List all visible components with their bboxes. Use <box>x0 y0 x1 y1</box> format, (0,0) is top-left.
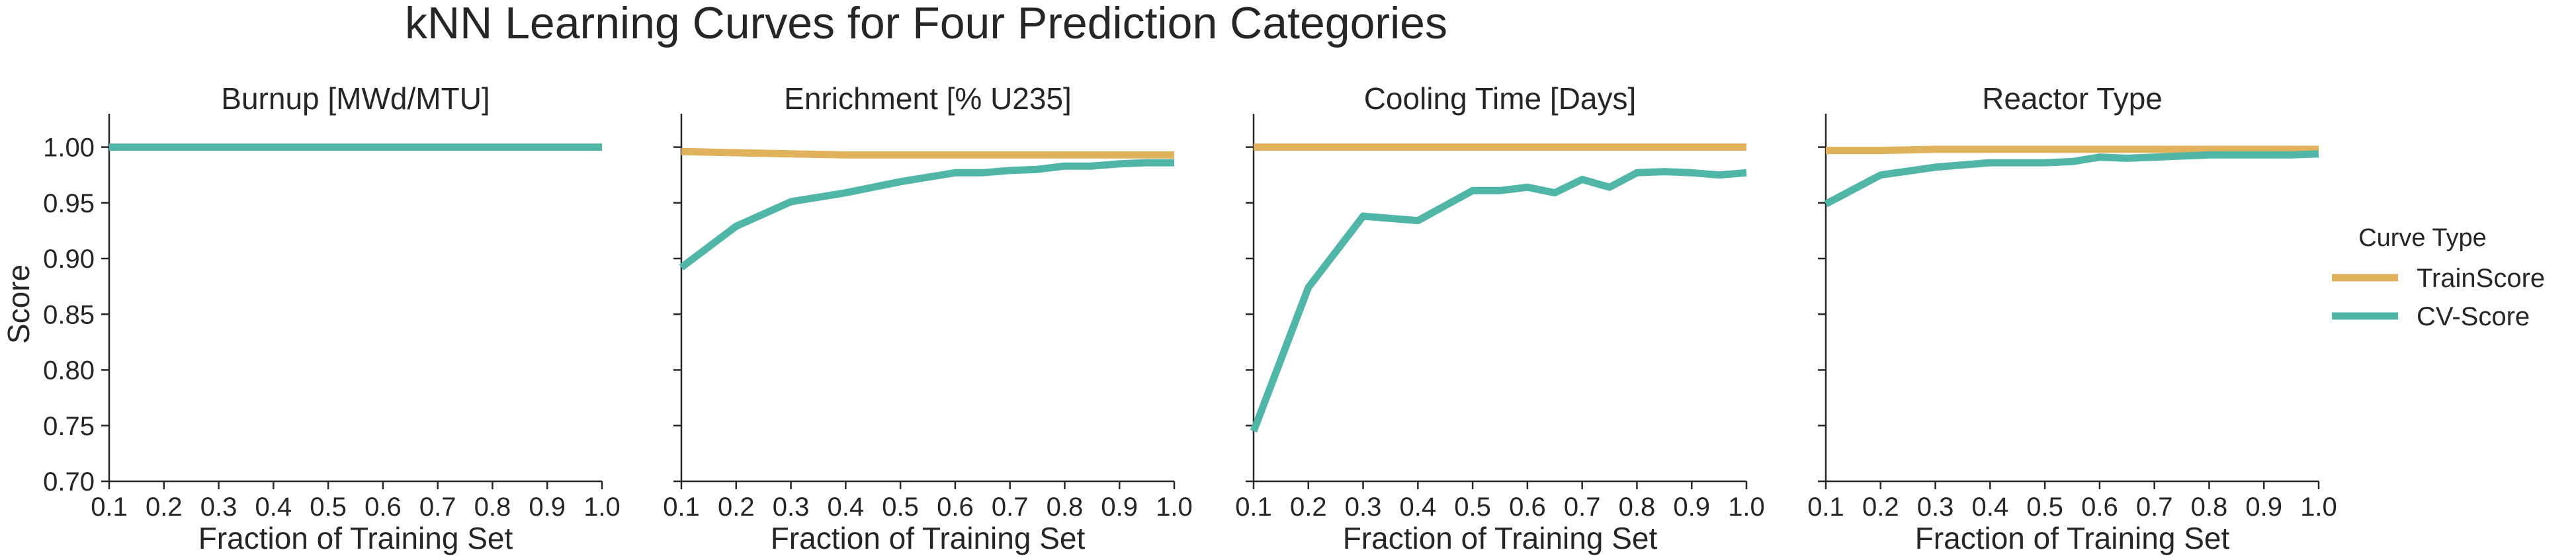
x-tick-label: 0.5 <box>310 493 347 522</box>
x-tick-label: 0.7 <box>419 493 456 522</box>
y-tick-label: 0.70 <box>43 467 95 497</box>
x-tick-label: 0.4 <box>1400 493 1437 522</box>
y-tick-label: 0.80 <box>43 356 95 385</box>
panel-4: Reactor Type 0.1 0.2 0.3 0.4 0.5 0.6 0.7 0.8 0.9 1… <box>1807 81 2337 555</box>
legend-title: Curve Type <box>2358 224 2487 252</box>
x-tick-label: 0.3 <box>1345 493 1382 522</box>
x-tick-label: 0.2 <box>146 493 183 522</box>
series-line-trainscore <box>1826 145 2319 155</box>
x-tick-label: 1.0 <box>2300 493 2337 522</box>
x-axis-label: Fraction of Training Set <box>198 521 513 555</box>
x-tick-label: 0.2 <box>1290 493 1327 522</box>
x-tick-label: 0.7 <box>992 493 1029 522</box>
panel-title: Enrichment [% U235] <box>784 81 1072 116</box>
panel-title: Reactor Type <box>1982 81 2163 116</box>
series-line-cv-score <box>1250 168 1747 433</box>
x-tick-label: 0.8 <box>474 493 511 522</box>
x-tick-label: 0.5 <box>882 493 919 522</box>
legend-entry-label: TrainScore <box>2417 264 2545 293</box>
y-tick-label: 0.75 <box>43 412 95 441</box>
x-tick-label: 0.2 <box>1862 493 1899 522</box>
x-tick-label: 0.3 <box>200 493 237 522</box>
x-tick-label: 1.0 <box>1728 493 1765 522</box>
x-tick-label: 0.7 <box>1564 493 1601 522</box>
y-tick-label: 0.85 <box>43 300 95 329</box>
x-axis-label: Fraction of Training Set <box>1915 521 2230 555</box>
y-tick-label: 0.90 <box>43 245 95 274</box>
x-tick-label: 0.4 <box>255 493 292 522</box>
x-tick-label: 0.8 <box>1047 493 1084 522</box>
x-tick-label: 0.9 <box>1101 493 1138 522</box>
x-tick-label: 0.6 <box>365 493 402 522</box>
x-tick-label: 0.8 <box>2191 493 2228 522</box>
x-tick-label: 0.3 <box>773 493 810 522</box>
panels-group: Burnup [MWd/MTU] 0.70 0.75 0.80 0.85 0.90 0.95… <box>43 81 2337 555</box>
y-axis-label: Score <box>1 264 36 344</box>
chart-title: kNN Learning Curves for Four Prediction … <box>405 0 1447 48</box>
legend-entry-label: CV-Score <box>2417 302 2530 331</box>
legend: Curve Type TrainScore CV-Score <box>2332 224 2545 331</box>
x-tick-label: 0.4 <box>828 493 865 522</box>
x-tick-label: 0.1 <box>1235 493 1272 522</box>
x-tick-label: 0.6 <box>1509 493 1546 522</box>
panel-2: Enrichment [% U235] 0.1 0.2 0.3 0.4 0.5 0.6 0.7… <box>663 81 1193 555</box>
x-tick-label: 0.8 <box>1619 493 1656 522</box>
x-tick-label: 0.9 <box>529 493 566 522</box>
x-tick-label: 0.5 <box>1454 493 1491 522</box>
x-axis-label: Fraction of Training Set <box>771 521 1086 555</box>
x-tick-label: 0.5 <box>2026 493 2063 522</box>
x-tick-label: 0.7 <box>2136 493 2173 522</box>
x-tick-label: 0.3 <box>1917 493 1954 522</box>
x-tick-label: 0.9 <box>1673 493 1710 522</box>
series-line-trainscore <box>681 147 1174 159</box>
x-tick-label: 0.6 <box>2081 493 2118 522</box>
x-tick-label: 0.1 <box>1807 493 1844 522</box>
x-tick-label: 0.4 <box>1972 493 2009 522</box>
x-tick-label: 1.0 <box>1156 493 1193 522</box>
y-tick-label: 0.95 <box>43 189 95 218</box>
y-tick-label: 1.00 <box>43 134 95 163</box>
x-tick-label: 0.1 <box>91 493 128 522</box>
panel-title: Cooling Time [Days] <box>1364 81 1637 116</box>
x-tick-label: 0.2 <box>718 493 755 522</box>
panel-1: Burnup [MWd/MTU] 0.70 0.75 0.80 0.85 0.90 0.95… <box>43 81 621 555</box>
series-line-cv-score <box>679 159 1174 270</box>
x-tick-label: 1.0 <box>583 493 621 522</box>
x-tick-label: 0.6 <box>937 493 974 522</box>
x-axis-label: Fraction of Training Set <box>1343 521 1658 555</box>
panel-title: Burnup [MWd/MTU] <box>221 81 490 116</box>
x-tick-label: 0.9 <box>2245 493 2282 522</box>
series-line-cv-score <box>1824 150 2319 208</box>
panel-3: Cooling Time [Days] 0.1 0.2 0.3 0.4 0.5 0.6 0.7… <box>1235 81 1765 555</box>
x-tick-label: 0.1 <box>663 493 700 522</box>
